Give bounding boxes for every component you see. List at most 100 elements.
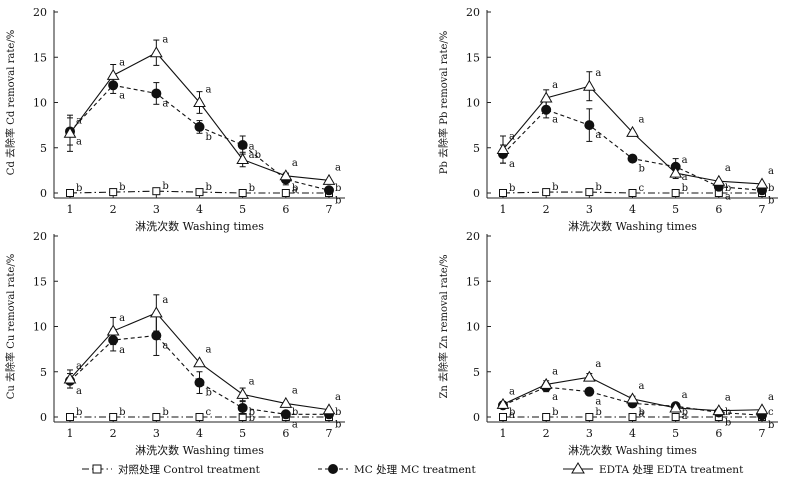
x-tick-label: 1: [500, 427, 507, 440]
significance-letter: a: [552, 392, 558, 403]
significance-letter: a: [76, 136, 82, 147]
significance-letter: a: [639, 114, 645, 125]
data-point-circle: [237, 140, 248, 151]
significance-letter: b: [509, 407, 515, 418]
data-point-circle: [151, 330, 162, 341]
significance-letter: b: [768, 420, 774, 431]
x-tick-label: 4: [196, 203, 203, 216]
legend-label: MC 处理 MC treatment: [354, 464, 476, 476]
data-point-square: [585, 188, 594, 197]
data-point-circle: [194, 377, 205, 388]
significance-letter: b: [682, 183, 688, 194]
significance-letter: b: [292, 407, 298, 418]
data-point-square: [628, 413, 637, 421]
x-tick-label: 1: [67, 203, 74, 216]
series-circle-filled: aa aa ab b: [498, 382, 774, 431]
data-point-triangle: [149, 46, 163, 58]
data-point-square: [109, 188, 118, 197]
legend-item: MC 处理 MC treatment: [318, 464, 476, 476]
data-point-circle: [194, 121, 205, 132]
data-point-circle: [237, 402, 248, 413]
significance-letter: a: [552, 115, 558, 126]
x-tick-label: 5: [672, 203, 679, 216]
significance-letter: a: [725, 163, 731, 174]
x-tick-label: 1: [500, 203, 507, 216]
significance-letter: b: [509, 183, 515, 194]
significance-letter: a: [76, 361, 82, 372]
significance-letter: a: [335, 392, 341, 403]
data-point-square: [238, 189, 247, 197]
significance-letter: b: [162, 407, 168, 418]
y-tick-label: 5: [40, 142, 47, 155]
data-point-square: [195, 413, 204, 421]
significance-letter: a: [206, 85, 212, 96]
data-point-triangle: [236, 387, 250, 399]
data-point-square: [628, 189, 637, 197]
data-point-triangle: [582, 79, 596, 91]
x-tick-label: 7: [326, 203, 333, 216]
significance-letter: a: [162, 341, 168, 352]
significance-letter: b: [595, 407, 601, 418]
significance-letter: a: [682, 411, 688, 422]
significance-letter: b: [335, 407, 341, 418]
significance-letter: a: [335, 162, 341, 173]
significance-letter: b: [119, 182, 125, 193]
significance-letter: a: [249, 376, 255, 387]
data-point-triangle: [712, 174, 726, 186]
significance-letter: b: [76, 407, 82, 418]
data-point-triangle: [322, 173, 336, 185]
y-tick-label: 15: [466, 51, 480, 64]
y-tick-label: 5: [40, 366, 47, 379]
significance-letter: a: [595, 359, 601, 370]
x-tick-label: 7: [326, 427, 333, 440]
significance-letter: b: [335, 183, 341, 194]
data-point-triangle: [106, 324, 120, 336]
significance-letter: b: [335, 419, 341, 430]
significance-letter: b: [768, 195, 774, 206]
significance-letter: b: [639, 164, 645, 175]
y-axis-label: Zn 去除率 Zn removal rate/%: [437, 254, 450, 398]
significance-letter: c: [639, 183, 645, 194]
data-point-circle: [584, 386, 595, 397]
y-tick-label: 10: [466, 97, 480, 110]
significance-letter: a: [768, 392, 774, 403]
x-tick-label: 6: [715, 203, 722, 216]
x-tick-label: 3: [153, 427, 160, 440]
y-tick-label: 15: [466, 275, 480, 288]
x-axis-label: 淋洗次数 Washing times: [568, 219, 697, 233]
x-tick-label: 2: [543, 427, 550, 440]
y-axis-label: Cd 去除率 Cd removal rate/%: [4, 30, 17, 175]
data-point-square: [671, 189, 680, 197]
significance-letter: a: [595, 397, 601, 408]
data-point-square: [671, 413, 680, 421]
significance-letter: a: [292, 419, 298, 430]
significance-letter: a: [206, 345, 212, 356]
significance-letter: b: [725, 183, 731, 194]
y-tick-label: 20: [33, 230, 47, 243]
data-point-square: [195, 188, 204, 197]
x-tick-label: 4: [196, 427, 203, 440]
significance-letter: a: [595, 130, 601, 141]
data-point-triangle: [322, 403, 336, 415]
x-tick-label: 4: [629, 203, 636, 216]
significance-letter: c: [206, 407, 212, 418]
legend-label: EDTA 处理 EDTA treatment: [599, 464, 744, 476]
data-point-triangle: [63, 372, 77, 384]
data-point-triangle: [669, 166, 683, 178]
x-tick-label: 5: [672, 427, 679, 440]
chart-cd: 0 5 10 15 20 1 2 3 4 5 6 7 淋洗次数 Washing times Cd 去除率 …: [4, 6, 345, 233]
significance-letter: a: [682, 155, 688, 166]
legend-circle-marker: [328, 464, 338, 474]
data-point-triangle: [279, 396, 293, 408]
significance-letter: a: [162, 35, 168, 46]
y-tick-label: 20: [466, 230, 480, 243]
significance-letter: b: [206, 388, 212, 399]
data-point-triangle: [626, 125, 639, 137]
data-point-triangle: [496, 143, 510, 155]
y-tick-label: 5: [473, 366, 480, 379]
data-point-square: [542, 413, 551, 421]
x-tick-label: 6: [282, 203, 289, 216]
